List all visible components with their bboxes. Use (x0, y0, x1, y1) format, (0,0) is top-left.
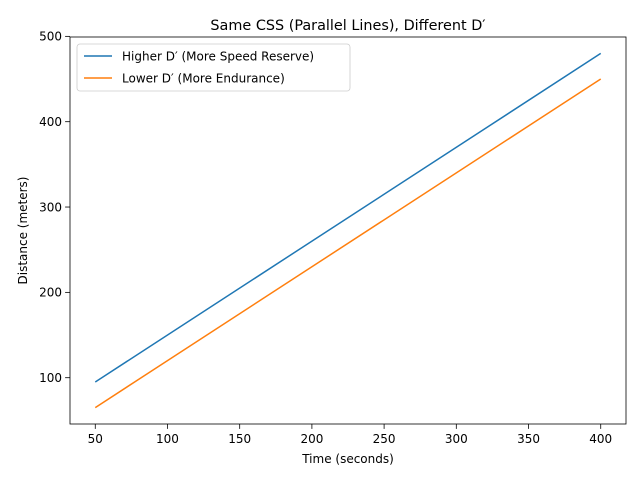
y-tick-label-4: 500 (39, 30, 62, 44)
legend: Higher D′ (More Speed Reserve) Lower D′ … (76, 43, 351, 92)
x-tick-label-3: 200 (300, 432, 323, 446)
x-axis-ticks: 50 100 150 200 250 300 350 400 (88, 424, 612, 446)
y-tick-label-3: 400 (39, 115, 62, 129)
x-tick-label-6: 350 (517, 432, 540, 446)
y-tick-label-0: 100 (39, 371, 62, 385)
x-axis-label: Time (seconds) (301, 452, 394, 466)
legend-label-higher: Higher D′ (More Speed Reserve) (122, 50, 314, 64)
y-tick-label-1: 200 (39, 286, 62, 300)
x-tick-label-0: 50 (88, 432, 103, 446)
series-line-0 (94, 52, 602, 383)
x-tick-label-5: 300 (445, 432, 468, 446)
legend-label-lower: Lower D′ (More Endurance) (122, 72, 285, 86)
chart-title: Same CSS (Parallel Lines), Different D′ (210, 18, 485, 34)
series-line-1 (94, 78, 602, 409)
legend-box (76, 43, 351, 92)
x-tick-label-2: 150 (228, 432, 251, 446)
y-axis-ticks: 100 200 300 400 500 (39, 30, 70, 385)
y-axis-label: Distance (meters) (16, 177, 30, 285)
x-tick-label-4: 250 (373, 432, 396, 446)
x-tick-label-1: 100 (156, 432, 179, 446)
y-tick-label-2: 300 (39, 200, 62, 214)
series-layer (94, 52, 602, 409)
plot-frame (69, 36, 627, 425)
x-tick-label-7: 400 (589, 432, 612, 446)
